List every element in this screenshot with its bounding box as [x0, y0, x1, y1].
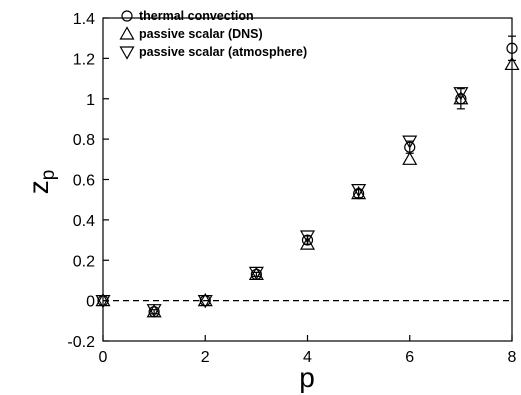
y-axis-title-subscript: p: [38, 170, 59, 181]
legend-label-thermal-convection: thermal convection: [139, 9, 254, 23]
legend-label-passive-scalar-atmosphere: passive scalar (atmosphere): [139, 45, 307, 59]
data-point-triangle-down: [248, 266, 264, 281]
data-point-triangle-up: [402, 151, 418, 165]
data-point-triangle-down: [95, 295, 111, 309]
data-point-triangle-down: [299, 230, 316, 244]
data-point-triangle-up: [351, 185, 367, 200]
axes-layer: 0 2 4 6 8-0.200.20.40.60.811.21.4: [67, 11, 516, 366]
data-point-circle: [121, 10, 133, 22]
data-point-triangle-up: [197, 292, 213, 307]
y-tick-label: 0.2: [73, 253, 95, 270]
data-points-layer: [95, 35, 520, 318]
data-point-triangle-down: [402, 135, 418, 149]
y-tick-label: 1: [86, 92, 95, 109]
y-tick-label: 0.8: [73, 132, 95, 149]
data-point-circle: [506, 42, 518, 54]
data-point-triangle-down: [453, 87, 469, 101]
y-axis-title-main: z: [23, 180, 54, 194]
y-tick-label: 0.4: [73, 213, 95, 230]
data-point-triangle-up: [453, 91, 469, 105]
legend-marker-circle: [121, 10, 133, 22]
y-tick-label: 1.2: [73, 51, 95, 68]
y-tick-label: 0.6: [73, 173, 95, 190]
y-tick-label: -0.2: [67, 334, 95, 351]
data-point-triangle-up: [119, 26, 135, 40]
x-axis-title: p: [299, 362, 315, 393]
data-point-triangle-down: [146, 304, 162, 318]
plot-frame: [102, 17, 513, 342]
x-tick-label: 6: [405, 349, 414, 366]
data-point-triangle-up: [504, 56, 520, 71]
y-tick-label: 1.4: [73, 11, 95, 28]
y-tick-label: 0: [86, 294, 95, 311]
legend-marker-triangle-down: [119, 46, 135, 60]
data-point-circle: [301, 234, 314, 246]
legend-label-passive-scalar-dns: passive scalar (DNS): [139, 27, 263, 41]
x-tick-label: 4: [303, 349, 312, 366]
x-tick-label: 2: [201, 349, 210, 366]
data-point-triangle-down: [197, 295, 213, 309]
x-tick-label: 8: [508, 349, 517, 366]
data-point-triangle-up: [95, 292, 111, 307]
legend: thermal convection passive scalar (DNS) …: [119, 9, 307, 60]
error-bar: [508, 35, 516, 61]
y-axis-title: zp: [23, 170, 59, 195]
data-point-triangle-up: [299, 236, 316, 250]
x-tick-label: 0: [99, 349, 108, 366]
data-point-triangle-down: [351, 183, 367, 198]
data-point-triangle-down: [119, 46, 135, 60]
legend-marker-triangle-up: [119, 26, 135, 40]
